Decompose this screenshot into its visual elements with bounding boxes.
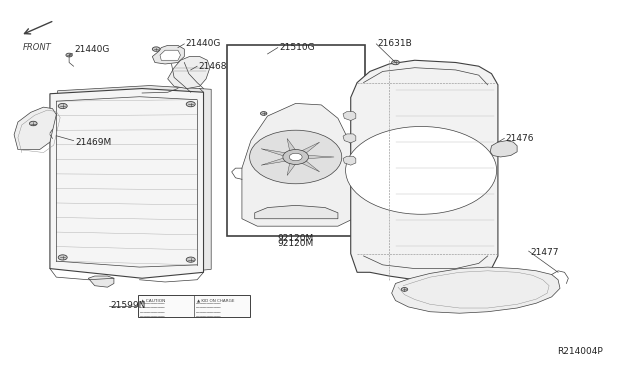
Polygon shape: [58, 86, 211, 275]
Polygon shape: [88, 276, 114, 287]
Text: 21631B: 21631B: [378, 39, 412, 48]
Polygon shape: [300, 160, 319, 172]
Circle shape: [58, 103, 67, 109]
Polygon shape: [490, 141, 517, 157]
Circle shape: [289, 153, 302, 161]
Text: ━━━━━━━━━━━━━━: ━━━━━━━━━━━━━━: [140, 302, 164, 306]
Circle shape: [29, 121, 37, 126]
Polygon shape: [255, 205, 338, 219]
Text: 92120M: 92120M: [278, 234, 314, 243]
Polygon shape: [287, 162, 296, 176]
Polygon shape: [351, 60, 498, 280]
Polygon shape: [343, 112, 356, 121]
Text: 21599N: 21599N: [110, 301, 145, 310]
Polygon shape: [160, 50, 180, 60]
Text: ━━━━━━━━━━━━━━: ━━━━━━━━━━━━━━: [140, 307, 164, 310]
Text: ━━━━━━━━━━━━━━: ━━━━━━━━━━━━━━: [196, 315, 221, 319]
Text: 21510G: 21510G: [279, 43, 315, 52]
Bar: [227, 45, 365, 236]
Circle shape: [186, 102, 195, 107]
Text: ━━━━━━━━━━━━━━: ━━━━━━━━━━━━━━: [196, 302, 221, 306]
Text: ━━━━━━━━━━━━━━: ━━━━━━━━━━━━━━: [196, 307, 221, 310]
Polygon shape: [168, 57, 210, 89]
Text: 92120M: 92120M: [278, 239, 314, 248]
Polygon shape: [261, 149, 287, 156]
Circle shape: [250, 130, 342, 184]
Polygon shape: [343, 134, 356, 143]
Circle shape: [66, 53, 72, 57]
Polygon shape: [392, 267, 560, 313]
Text: 21477: 21477: [530, 248, 559, 257]
Text: 21469M: 21469M: [76, 138, 112, 147]
Polygon shape: [261, 158, 287, 165]
Polygon shape: [300, 142, 319, 154]
Polygon shape: [242, 103, 353, 226]
Circle shape: [346, 126, 497, 214]
Text: ━━━━━━━━━━━━━━: ━━━━━━━━━━━━━━: [140, 315, 164, 319]
Bar: [138, 295, 250, 317]
Circle shape: [152, 47, 160, 51]
Text: 21476: 21476: [506, 134, 534, 143]
Polygon shape: [307, 155, 334, 159]
Text: R214004P: R214004P: [557, 347, 602, 356]
Polygon shape: [50, 89, 204, 278]
Text: FRONT: FRONT: [23, 43, 51, 52]
Text: ▲ KID ON CHARGE: ▲ KID ON CHARGE: [197, 298, 234, 302]
Circle shape: [260, 112, 267, 115]
Text: ▲ CAUTION: ▲ CAUTION: [141, 298, 166, 302]
Text: 21468: 21468: [198, 62, 227, 71]
Polygon shape: [152, 45, 184, 64]
Text: ━━━━━━━━━━━━━━: ━━━━━━━━━━━━━━: [140, 311, 164, 315]
Circle shape: [186, 257, 195, 262]
Polygon shape: [14, 107, 56, 150]
Polygon shape: [343, 156, 356, 165]
Circle shape: [392, 60, 399, 65]
Polygon shape: [287, 138, 296, 152]
Circle shape: [401, 288, 408, 291]
Text: ━━━━━━━━━━━━━━: ━━━━━━━━━━━━━━: [196, 311, 221, 315]
Text: 21440G: 21440G: [186, 39, 221, 48]
Circle shape: [283, 150, 308, 164]
Circle shape: [58, 255, 67, 260]
Text: 21440G: 21440G: [74, 45, 109, 54]
